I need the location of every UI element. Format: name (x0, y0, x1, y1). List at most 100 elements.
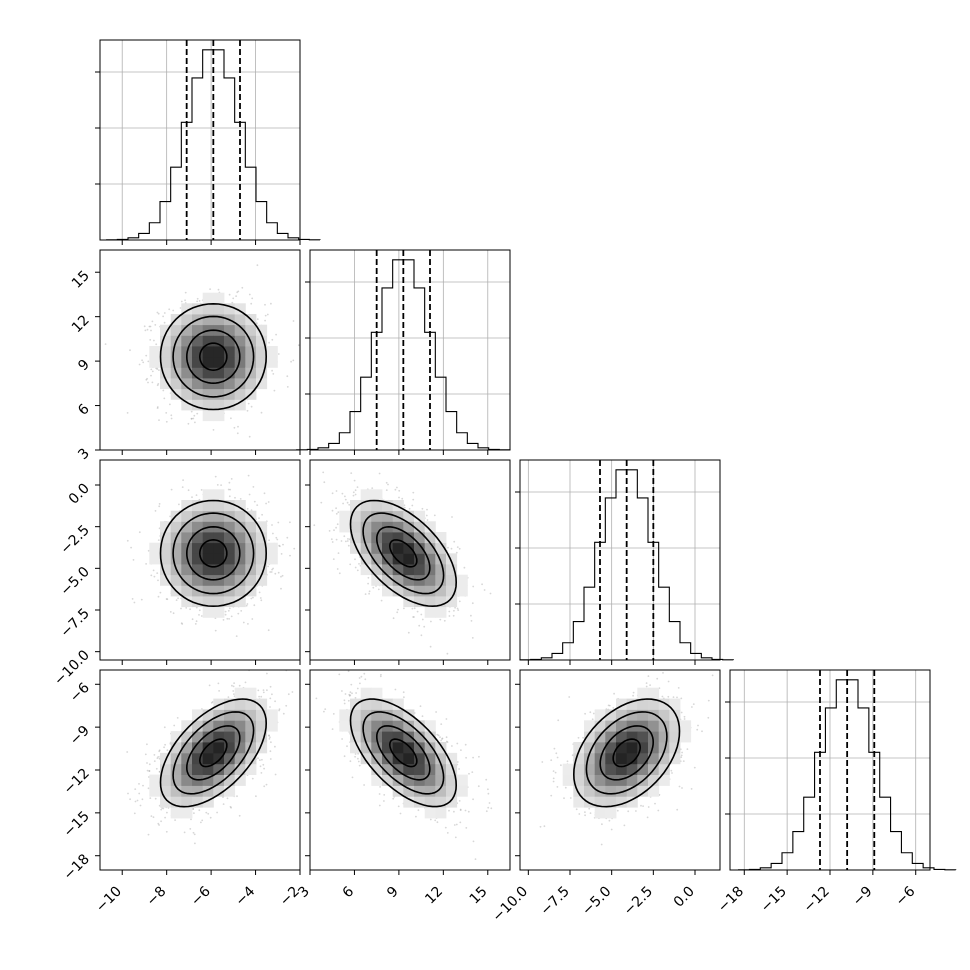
density-cell (224, 532, 236, 544)
scatter-point (429, 645, 432, 648)
density-cell (192, 367, 204, 379)
density-cell (213, 606, 225, 618)
scatter-point (130, 546, 133, 549)
scatter-point (255, 795, 257, 798)
scatter-point (150, 368, 153, 371)
scatter-point (292, 359, 295, 362)
density-cell (245, 542, 257, 554)
density-cell (202, 606, 214, 618)
scatter-point (439, 618, 442, 621)
scatter-point (263, 767, 265, 770)
scatter-point (267, 565, 269, 568)
scatter-point (336, 568, 339, 570)
scatter-point (170, 488, 173, 491)
scatter-point (341, 492, 344, 495)
scatter-point (426, 508, 428, 511)
scatter-point (184, 299, 187, 302)
scatter-point (162, 315, 165, 318)
density-cell (202, 292, 214, 304)
scatter-point (253, 604, 256, 607)
scatter-point (170, 417, 173, 420)
density-cell (371, 489, 383, 501)
scatter-point (134, 788, 137, 790)
scatter-point (337, 552, 340, 554)
scatter-point (228, 481, 231, 484)
scatter-point (240, 610, 243, 612)
scatter-point (397, 608, 399, 611)
scatter-point (184, 291, 187, 294)
scatter-point (336, 523, 339, 526)
density-cell (456, 585, 468, 597)
scatter-point (251, 618, 254, 620)
scatter-point (350, 472, 353, 474)
scatter-point (151, 381, 154, 384)
scatter-point (426, 519, 429, 521)
scatter-point (367, 576, 370, 579)
scatter-point (443, 619, 446, 622)
density-cell (266, 346, 278, 358)
scatter-point (338, 572, 341, 575)
scatter-point (212, 429, 215, 431)
scatter-point (471, 602, 474, 605)
scatter-point (220, 484, 223, 486)
density-cell (192, 521, 204, 533)
scatter-point (342, 502, 344, 505)
scatter-point (271, 693, 273, 696)
scatter-point (267, 629, 270, 632)
density-cell (360, 532, 372, 544)
scatter-point (286, 375, 289, 378)
scatter-point (192, 417, 195, 420)
scatter-point (191, 496, 193, 499)
density-cell (181, 367, 193, 379)
scatter-point (146, 377, 149, 380)
scatter-point (222, 803, 225, 805)
scatter-point (260, 772, 263, 774)
scatter-point (411, 607, 414, 610)
scatter-point (265, 502, 267, 505)
scatter-point (470, 620, 473, 622)
density-cell (403, 553, 415, 565)
scatter-point (235, 635, 238, 637)
scatter-point (256, 504, 259, 506)
scatter-point (132, 559, 135, 561)
scatter-point (252, 596, 254, 599)
scatter-point (246, 603, 249, 605)
scatter-point (489, 592, 492, 595)
scatter-point (126, 539, 129, 542)
scatter-point (347, 538, 349, 540)
density-cell (371, 521, 383, 533)
scatter-point (169, 611, 172, 613)
scatter-point (368, 592, 370, 595)
scatter-point (191, 618, 194, 621)
scatter-point (372, 586, 375, 589)
density-cell (424, 606, 436, 618)
scatter-point (263, 492, 266, 495)
density-cell (149, 542, 161, 554)
scatter-point (364, 593, 367, 595)
scatter-point (236, 432, 239, 435)
scatter-point (149, 325, 152, 328)
scatter-point (344, 495, 346, 498)
scatter-point (200, 489, 203, 491)
scatter-point (253, 500, 256, 503)
scatter-point (385, 481, 388, 484)
density-cell (414, 585, 426, 597)
scatter-point (331, 492, 334, 495)
scatter-point (258, 591, 261, 594)
scatter-point (412, 491, 415, 494)
scatter-point (180, 622, 183, 624)
scatter-point (250, 302, 253, 305)
scatter-point (411, 504, 414, 507)
scatter-point (165, 412, 168, 414)
scatter-point (347, 544, 350, 547)
scatter-point (162, 389, 165, 392)
density-cell (192, 564, 204, 576)
density-cell (435, 574, 447, 586)
scatter-point (195, 620, 198, 623)
density-cell (339, 510, 351, 522)
density-cell (245, 553, 257, 565)
density-cell (170, 356, 182, 368)
density-cell (435, 564, 447, 576)
scatter-point (260, 599, 263, 602)
y-tick-label: −5.0 (57, 564, 92, 599)
